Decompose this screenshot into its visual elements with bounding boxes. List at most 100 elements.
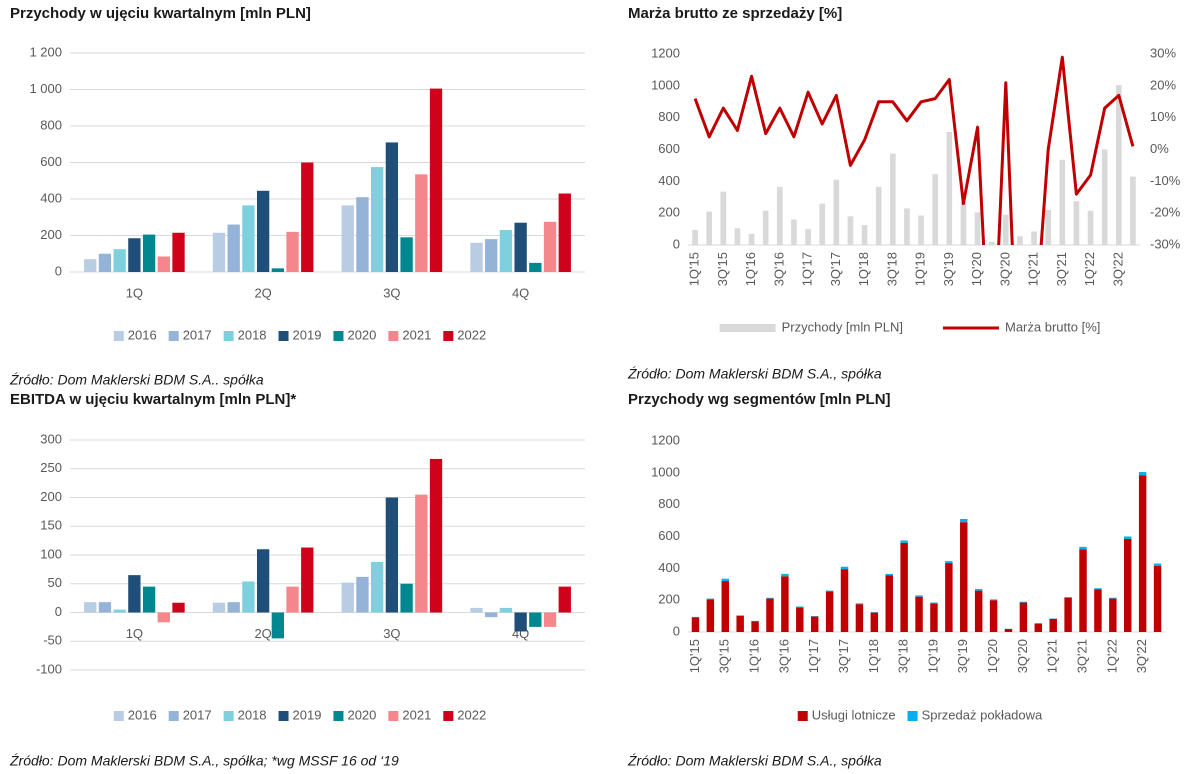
legend-label: 2020 bbox=[347, 707, 376, 722]
x-tick-label: 1Q'22 bbox=[1082, 252, 1097, 286]
legend-swatch bbox=[443, 331, 454, 341]
bar bbox=[1045, 209, 1052, 245]
x-tick-label: 3Q'22 bbox=[1110, 252, 1125, 286]
x-tick-label: 4Q bbox=[512, 285, 529, 300]
legend-label: Marża brutto [%] bbox=[1005, 319, 1100, 334]
y-tick-label: 0 bbox=[55, 263, 62, 278]
bar bbox=[271, 612, 284, 639]
bar-segment bbox=[974, 589, 983, 591]
chart: Przychody w ujęciu kwartalnym [mln PLN] Ź… bbox=[9, 5, 585, 388]
bar bbox=[242, 205, 255, 272]
bar-segment bbox=[974, 590, 983, 632]
bar-segment bbox=[691, 617, 700, 632]
bar-segment bbox=[706, 598, 715, 600]
y-tick-label: 0 bbox=[673, 236, 680, 251]
y-tick-label: 0 bbox=[673, 623, 680, 638]
bar bbox=[485, 612, 498, 618]
bar bbox=[889, 153, 896, 245]
y-tick-label: 200 bbox=[658, 205, 680, 220]
y-tick-label: 250 bbox=[40, 460, 62, 475]
legend: 2016 2017 2018 2019 2020 2021 2022 bbox=[113, 707, 486, 722]
bar-segment bbox=[1034, 623, 1043, 632]
x-tick-label: 3Q bbox=[383, 626, 400, 641]
y-tick-label: 1200 bbox=[651, 432, 680, 447]
legend: 2016 2017 2018 2019 2020 2021 2022 bbox=[113, 327, 486, 342]
y-tick-label: 800 bbox=[658, 496, 680, 511]
bar-segment bbox=[930, 603, 938, 632]
y-tick-label: 600 bbox=[40, 154, 62, 169]
x-tick-label: 3Q'21 bbox=[1074, 639, 1089, 673]
bar-segment bbox=[1094, 588, 1102, 590]
bar-segment bbox=[825, 590, 834, 592]
bar bbox=[776, 186, 783, 245]
x-tick-label: 1Q'15 bbox=[687, 639, 702, 673]
bar bbox=[113, 609, 126, 613]
bar bbox=[385, 142, 399, 272]
legend-swatch bbox=[113, 711, 124, 721]
bar-segment bbox=[1019, 602, 1028, 632]
bar bbox=[371, 561, 384, 613]
legend-swatch bbox=[907, 711, 918, 721]
bar bbox=[470, 242, 483, 272]
x-tick-label: 1Q'22 bbox=[1104, 639, 1119, 673]
chart-title: Przychody w ujęciu kwartalnym [mln PLN] bbox=[10, 5, 311, 22]
bar bbox=[341, 205, 354, 272]
bar bbox=[499, 607, 513, 613]
bar bbox=[1130, 176, 1136, 245]
legend-label: 2017 bbox=[183, 707, 212, 722]
y-tick-label: 1200 bbox=[651, 45, 680, 60]
bar-segment bbox=[900, 540, 908, 543]
chart: Przychody wg segmentów [mln PLN] Źródło: … bbox=[627, 391, 1165, 769]
y2-tick-label: -20% bbox=[1150, 205, 1181, 220]
y-tick-label: 50 bbox=[48, 575, 62, 590]
chart-title: Przychody wg segmentów [mln PLN] bbox=[628, 391, 891, 408]
source-note: Źródło: Dom Maklerski BDM S.A., spółka bbox=[627, 366, 882, 382]
legend-swatch bbox=[278, 331, 289, 341]
x-tick-label: 1Q'20 bbox=[985, 639, 1000, 673]
legend-label: 2022 bbox=[457, 327, 486, 342]
chart-title: Marża brutto ze sprzedaży [%] bbox=[628, 5, 842, 22]
bar bbox=[499, 230, 513, 272]
bar bbox=[529, 612, 542, 627]
x-tick-label: 3Q'16 bbox=[771, 252, 786, 286]
bar bbox=[1031, 231, 1037, 245]
y-tick-label: 100 bbox=[40, 546, 62, 561]
bar bbox=[172, 232, 185, 272]
x-tick-label: 1Q'18 bbox=[866, 639, 881, 673]
bar bbox=[1059, 159, 1066, 245]
bar bbox=[286, 586, 299, 613]
bar bbox=[142, 234, 156, 272]
y-tick-label: 1000 bbox=[651, 77, 680, 92]
chart: Marża brutto ze sprzedaży [%] Źródło: Dom… bbox=[627, 5, 1181, 382]
bar-segment bbox=[885, 575, 893, 632]
bar bbox=[242, 581, 255, 613]
bar bbox=[142, 586, 156, 613]
x-tick-label: 3Q'20 bbox=[1015, 639, 1030, 673]
bar-segment bbox=[855, 604, 864, 632]
bar bbox=[805, 229, 811, 245]
bar bbox=[1002, 214, 1009, 245]
bar bbox=[1017, 236, 1023, 245]
legend-swatch bbox=[333, 711, 344, 721]
bar bbox=[974, 212, 981, 245]
y-tick-label: -100 bbox=[36, 661, 62, 676]
bar-segment bbox=[796, 606, 804, 608]
bar bbox=[429, 458, 443, 613]
bar-segment bbox=[1109, 597, 1117, 599]
chart: EBITDA w ujęciu kwartalnym [mln PLN]* Źró… bbox=[9, 391, 585, 769]
y-tick-label: 200 bbox=[40, 227, 62, 242]
x-tick-label: 2Q bbox=[254, 285, 271, 300]
legend-swatch bbox=[223, 331, 234, 341]
bar-segment bbox=[870, 612, 879, 632]
bar bbox=[734, 228, 741, 245]
bar bbox=[128, 575, 141, 613]
bar bbox=[256, 549, 270, 613]
x-tick-label: 1Q bbox=[126, 285, 143, 300]
bar-segment bbox=[840, 569, 849, 632]
bar-segment bbox=[840, 566, 849, 570]
x-tick-label: 3Q'22 bbox=[1134, 639, 1149, 673]
bar bbox=[529, 262, 542, 272]
x-tick-label: 1Q'20 bbox=[969, 252, 984, 286]
bar bbox=[429, 88, 443, 273]
bar bbox=[212, 602, 226, 613]
